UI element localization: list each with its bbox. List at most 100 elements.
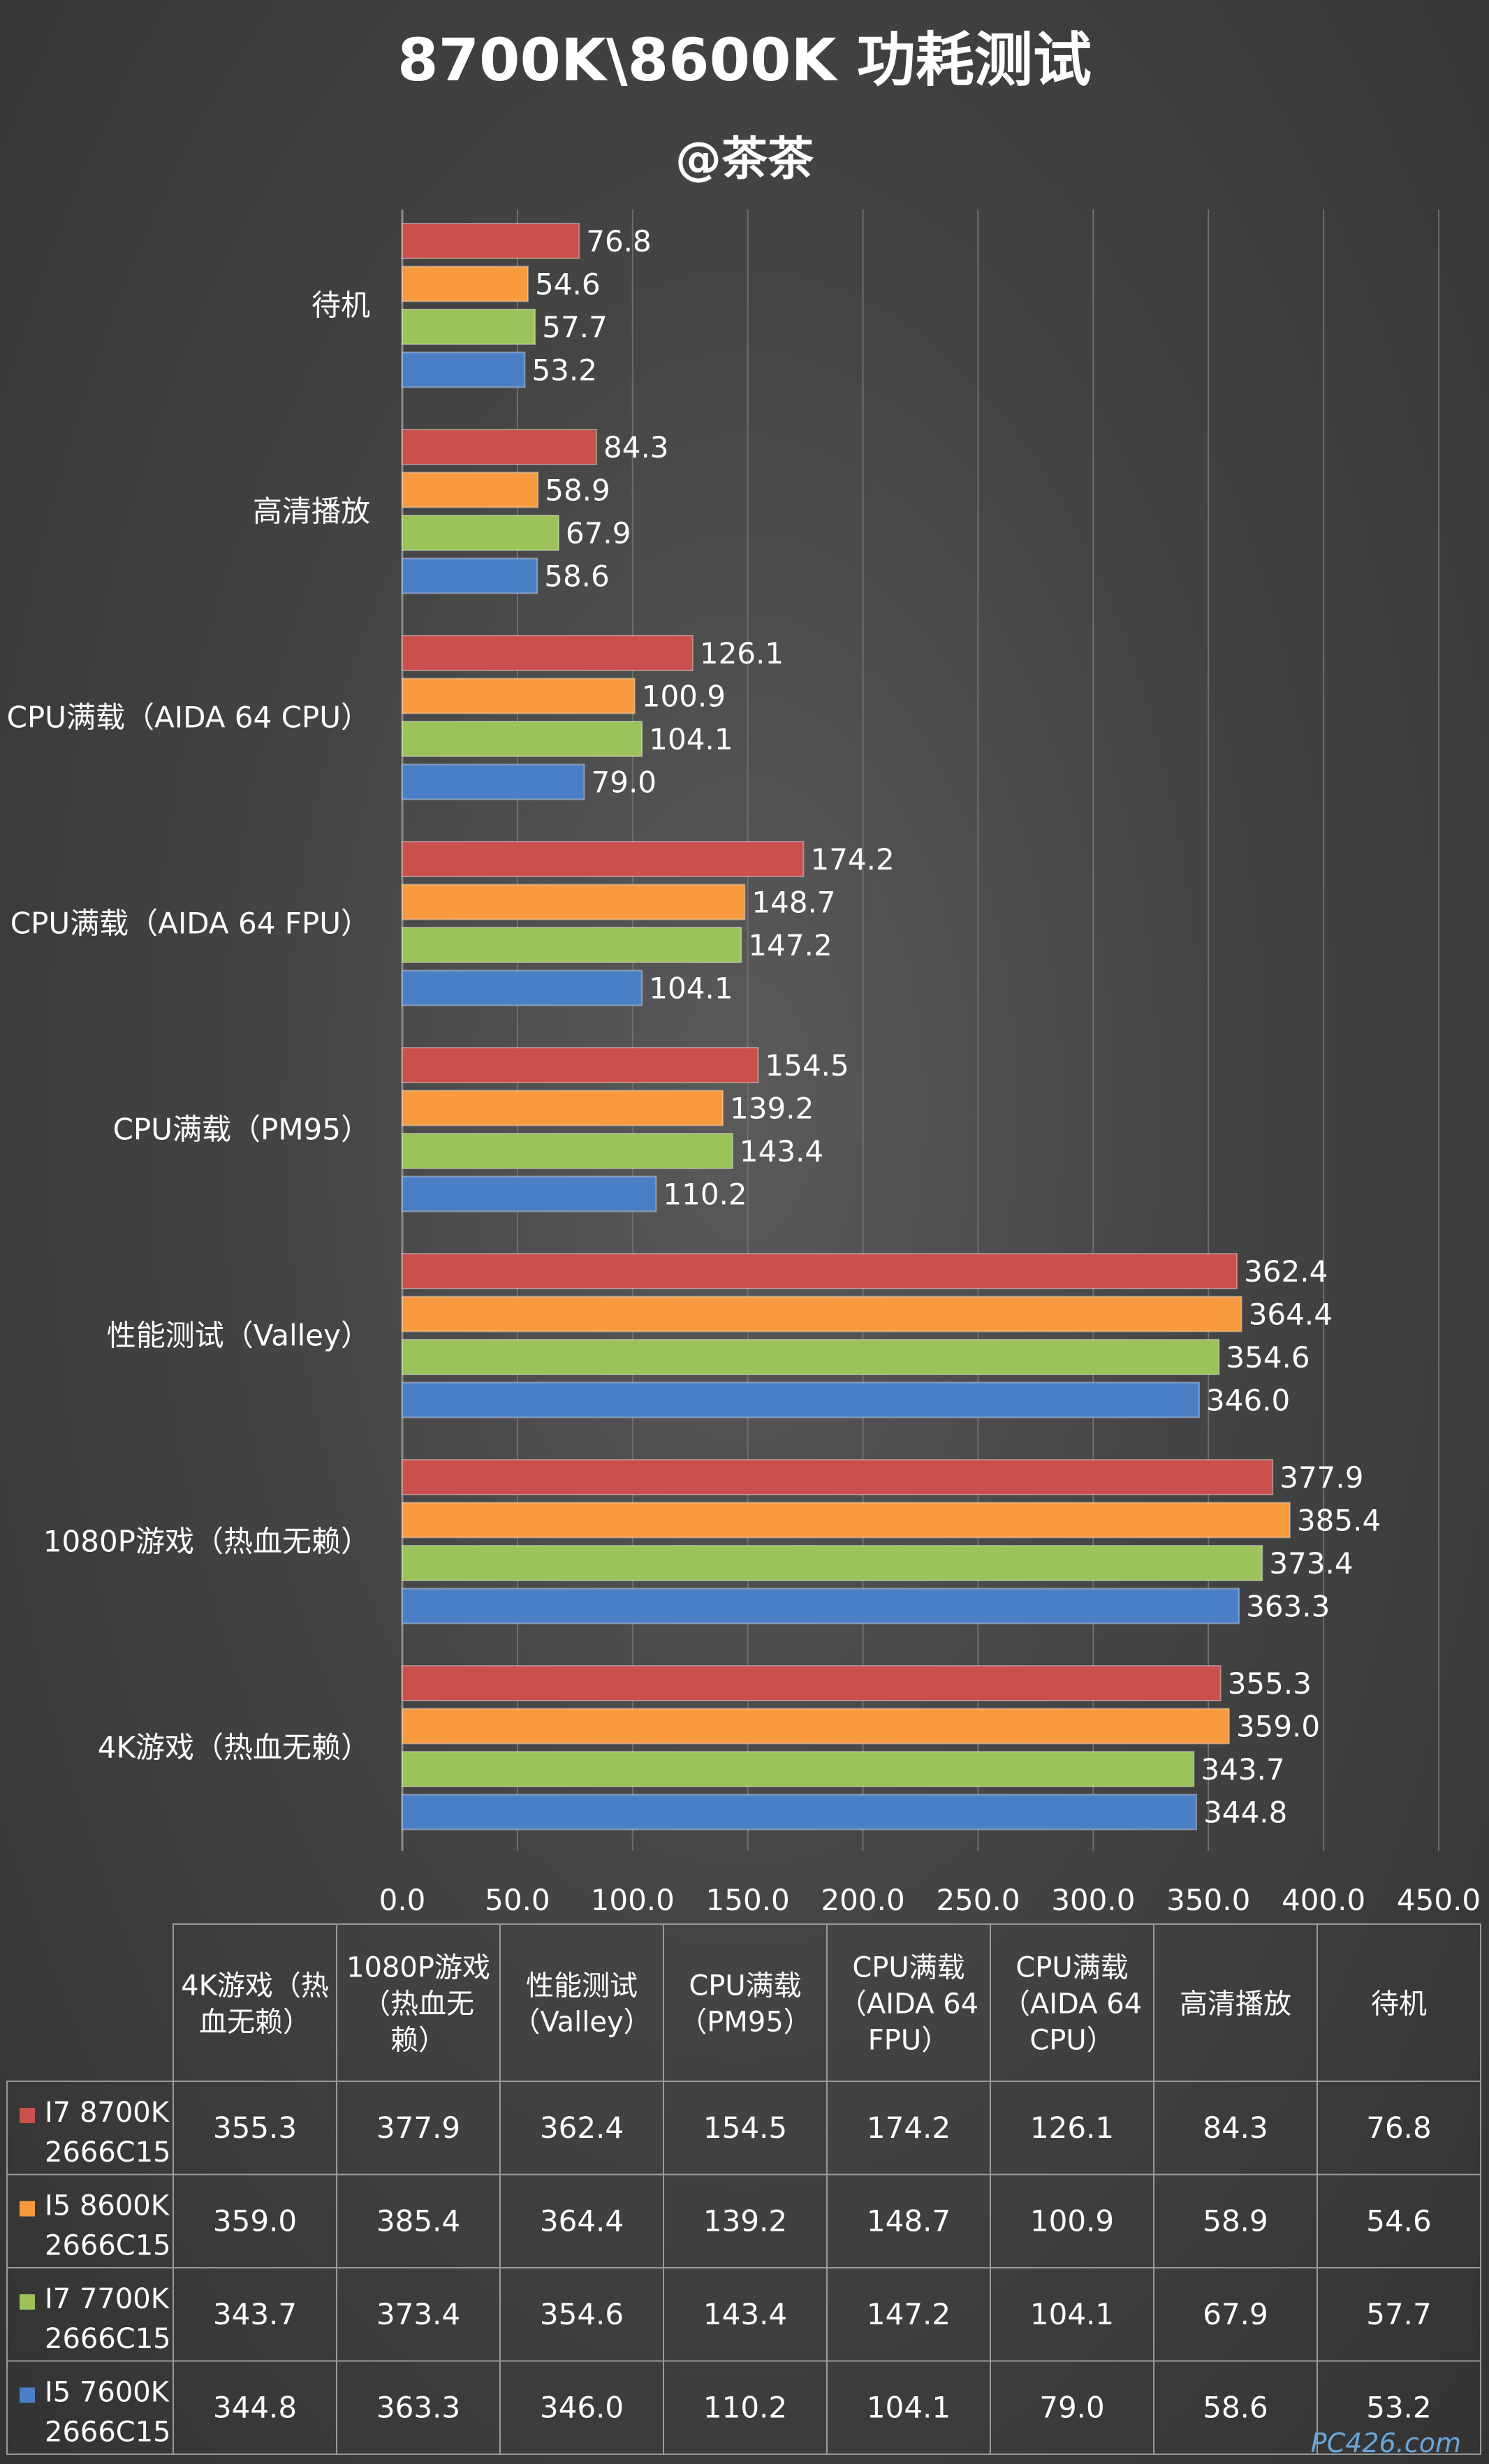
bar <box>402 1133 733 1169</box>
data-label: 67.9 <box>566 516 631 550</box>
bar <box>402 883 746 921</box>
table-cell: 79.0 <box>1039 2390 1105 2424</box>
table-cell: 53.2 <box>1366 2390 1432 2424</box>
x-tick-label: 200.0 <box>821 1883 904 1917</box>
data-label: 58.9 <box>545 474 610 508</box>
bar <box>402 471 539 508</box>
table-cell: 377.9 <box>376 2111 460 2145</box>
bar <box>402 763 585 800</box>
x-tick-label: 0.0 <box>379 1883 426 1917</box>
bar <box>402 1708 1230 1745</box>
table-cell: 57.7 <box>1366 2297 1432 2331</box>
table-cell: 104.1 <box>1030 2297 1114 2331</box>
legend-swatch <box>20 2108 35 2123</box>
data-label: 359.0 <box>1236 1710 1320 1744</box>
data-label: 76.8 <box>586 224 652 258</box>
category-label: CPU满载（PM95） <box>113 1112 370 1146</box>
data-label: 79.0 <box>592 765 657 800</box>
x-tick-label: 400.0 <box>1282 1883 1365 1917</box>
table-row-label: 2666C15 <box>45 2417 171 2449</box>
data-label: 104.1 <box>649 971 733 1006</box>
bar <box>402 351 526 388</box>
data-label: 110.2 <box>663 1178 747 1212</box>
data-label: 104.1 <box>649 722 733 756</box>
category-label: 性能测试（Valley） <box>107 1318 370 1352</box>
table-header-text: 1080P游戏 <box>346 1952 490 1984</box>
table-cell: 385.4 <box>376 2203 460 2238</box>
bar <box>402 969 643 1006</box>
data-label: 364.4 <box>1249 1298 1333 1332</box>
table-cell: 364.4 <box>540 2203 624 2238</box>
x-tick-label: 50.0 <box>485 1883 550 1917</box>
data-label: 373.4 <box>1269 1546 1353 1581</box>
table-cell: 354.6 <box>540 2297 624 2331</box>
bar <box>402 1794 1198 1831</box>
bars <box>402 223 1291 1831</box>
data-label: 53.2 <box>531 353 597 388</box>
bar <box>402 309 536 345</box>
bar <box>402 1587 1240 1625</box>
bar <box>402 927 742 963</box>
table-header-text: （热血无 <box>362 1988 474 2021</box>
table-cell: 58.9 <box>1203 2203 1268 2238</box>
table-header-text: （AIDA 64 <box>1002 1988 1142 2021</box>
table-header-text: （PM95） <box>679 2007 812 2039</box>
table-cell: 143.4 <box>703 2297 787 2331</box>
bar <box>402 1339 1220 1375</box>
data-label: 343.7 <box>1201 1752 1284 1787</box>
table-header-text: （AIDA 64 <box>839 1988 978 2021</box>
data-label: 126.1 <box>700 636 784 670</box>
table-row-label: 2666C15 <box>45 2323 171 2355</box>
bar <box>402 1751 1195 1787</box>
table-row-label: I7 7700K <box>45 2283 170 2315</box>
legend-swatch <box>20 2387 35 2403</box>
table-cell: 174.2 <box>867 2111 951 2145</box>
bar <box>402 515 559 551</box>
bar <box>402 1175 657 1212</box>
data-label: 84.3 <box>603 430 669 464</box>
data-label: 363.3 <box>1246 1590 1330 1624</box>
table-header-text: 高清播放 <box>1180 1988 1291 2021</box>
legend-swatch <box>20 2201 35 2217</box>
data-label: 362.4 <box>1244 1254 1328 1289</box>
x-tick-label: 150.0 <box>706 1883 790 1917</box>
bar <box>402 1047 759 1083</box>
table-row-label: I5 8600K <box>45 2190 170 2222</box>
table-row-label: 2666C15 <box>45 2136 171 2169</box>
table-cell: 373.4 <box>376 2297 460 2331</box>
table-header-text: 血无赖） <box>199 2007 311 2039</box>
table-cell: 58.6 <box>1203 2390 1268 2424</box>
table-header-text: 赖） <box>390 2025 446 2057</box>
bar <box>402 841 805 877</box>
legend-swatch <box>20 2294 35 2310</box>
table-cell: 343.7 <box>213 2297 297 2331</box>
data-label: 54.6 <box>535 267 601 302</box>
table-cell: 346.0 <box>540 2390 624 2424</box>
table-row-label: I5 7600K <box>45 2377 170 2409</box>
watermark: PC426.com <box>1310 2428 1461 2458</box>
table-cell: 154.5 <box>703 2111 787 2145</box>
bar <box>402 1253 1238 1289</box>
bar <box>402 1502 1291 1539</box>
table-cell: 126.1 <box>1030 2111 1114 2145</box>
x-tick-label: 100.0 <box>591 1883 675 1917</box>
table-cell: 344.8 <box>213 2390 297 2424</box>
bar <box>402 721 643 757</box>
bar <box>402 1459 1274 1495</box>
table-cell: 363.3 <box>376 2390 460 2424</box>
x-tick-label: 300.0 <box>1051 1883 1135 1917</box>
bar <box>402 223 580 259</box>
x-tick-label: 450.0 <box>1397 1883 1481 1917</box>
data-label: 100.9 <box>642 680 726 714</box>
data-label: 346.0 <box>1206 1384 1290 1418</box>
table-header-text: CPU满载 <box>852 1952 964 1984</box>
data-label: 344.8 <box>1203 1796 1287 1830</box>
table-cell: 355.3 <box>213 2111 297 2145</box>
data-label: 154.5 <box>765 1048 849 1083</box>
category-label: 4K游戏（热血无赖） <box>98 1730 370 1764</box>
table-header-text: （Valley） <box>512 2007 651 2039</box>
data-label: 57.7 <box>542 310 608 344</box>
table-row-label: I7 8700K <box>45 2097 170 2129</box>
category-label: CPU满载（AIDA 64 FPU） <box>10 906 370 940</box>
